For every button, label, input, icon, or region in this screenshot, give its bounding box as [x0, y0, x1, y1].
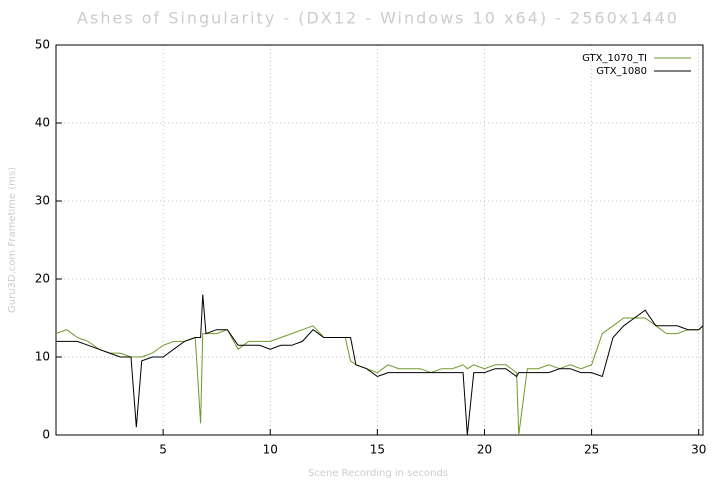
- x-tick-label: 25: [584, 443, 599, 457]
- x-tick-label: 10: [263, 443, 278, 457]
- legend-label: GTX_1070_TI: [582, 53, 647, 64]
- y-axis-label: Guru3D.com Frametime (ms): [7, 167, 18, 313]
- plot-frame: [55, 44, 704, 436]
- y-tick-label: 20: [35, 272, 50, 286]
- x-tick-label: 30: [691, 443, 706, 457]
- y-tick-label: 30: [35, 194, 50, 208]
- y-tick-label: 40: [35, 116, 50, 130]
- x-tick-label: 15: [370, 443, 385, 457]
- y-tick-label: 0: [42, 428, 50, 442]
- series-line: [55, 317, 704, 436]
- series-line: [56, 294, 704, 436]
- x-tick-label: 5: [159, 443, 167, 457]
- y-tick-label: 50: [35, 38, 50, 52]
- y-tick-label: 10: [35, 350, 50, 364]
- chart-title: Ashes of Singularity - (DX12 - Windows 1…: [77, 9, 679, 28]
- legend-label: GTX_1080: [596, 66, 647, 77]
- x-axis-label: Scene Recording in seconds: [308, 468, 448, 479]
- x-tick-label: 20: [477, 443, 492, 457]
